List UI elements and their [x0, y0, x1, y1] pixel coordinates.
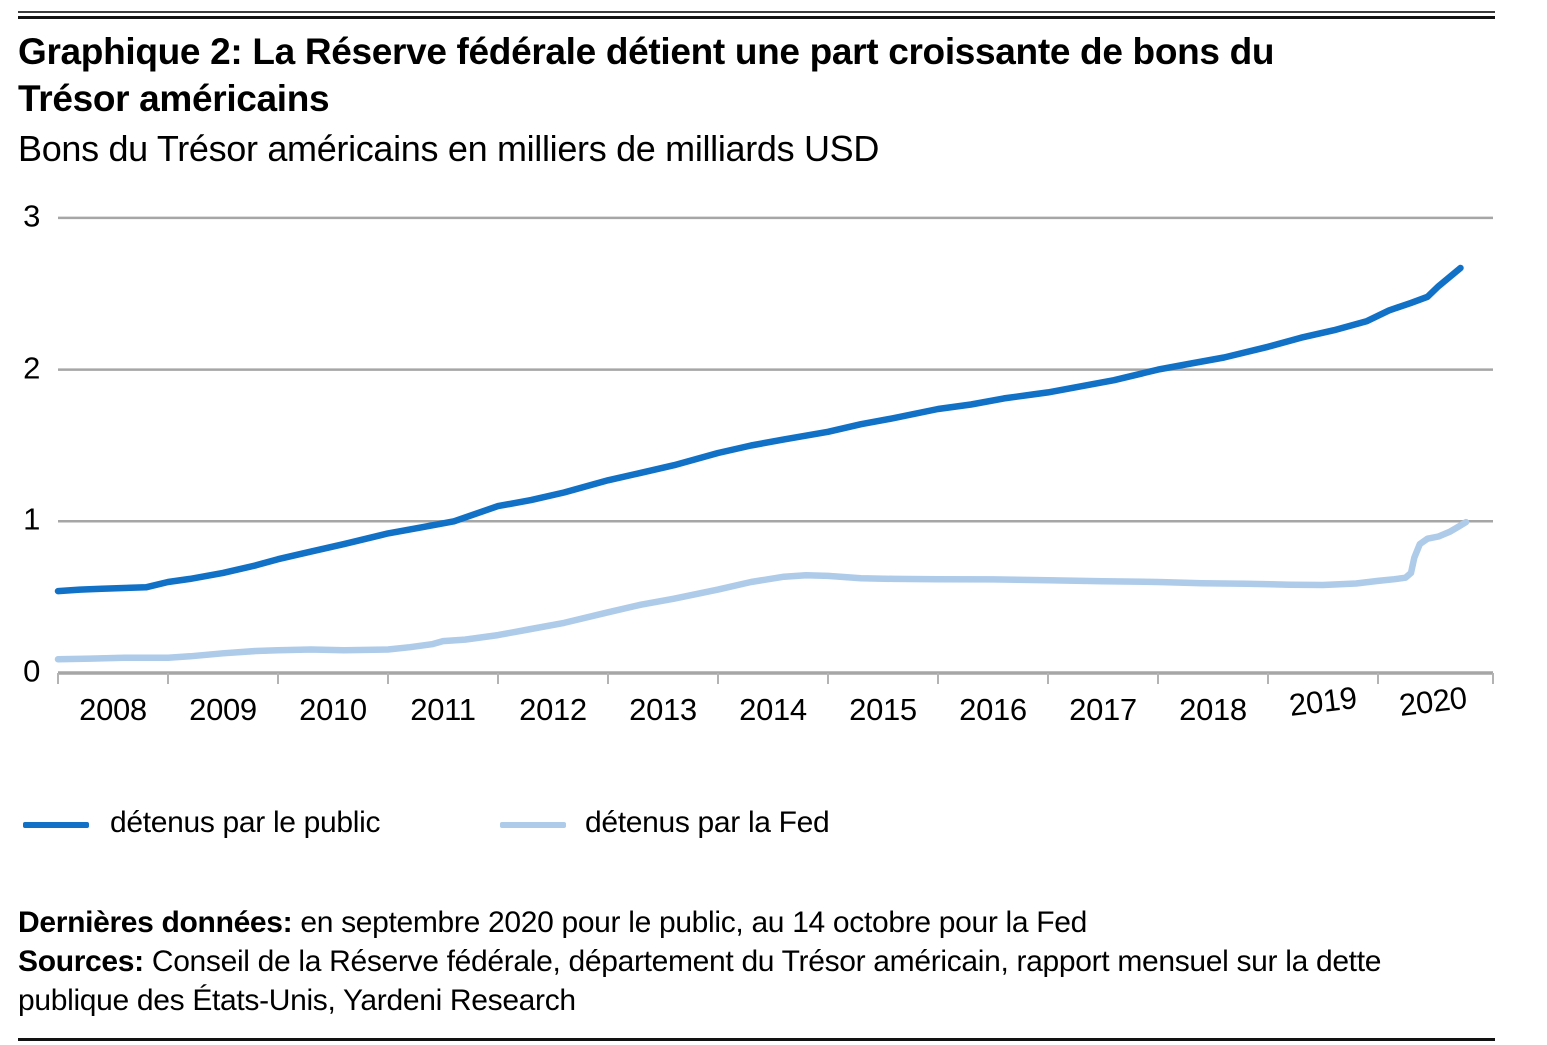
legend-swatch-fed [500, 822, 566, 828]
legend-label-fed: détenus par la Fed [585, 806, 830, 839]
chart-title-line-1: Graphique 2: La Réserve fédérale détient… [18, 31, 1275, 72]
x-axis-label-2009: 2009 [189, 692, 257, 727]
x-axis-label-2016: 2016 [959, 692, 1027, 727]
chart-title: Graphique 2: La Réserve fédérale détient… [18, 28, 1275, 122]
y-axis-label-3: 3 [23, 198, 40, 234]
footnote-last-data: Dernières données: en septembre 2020 pou… [18, 903, 1473, 942]
footnote-sources: Sources: Conseil de la Réserve fédérale,… [18, 942, 1473, 1020]
x-axis-label-2020: 2020 [1397, 680, 1469, 723]
legend-label-public: détenus par le public [110, 806, 381, 839]
x-axis-label-2018: 2018 [1179, 692, 1247, 727]
x-axis-label-2017: 2017 [1069, 692, 1137, 727]
top-rule [18, 11, 1495, 19]
series-fed-line [54, 518, 1470, 663]
chart-title-line-2: Trésor américains [18, 78, 330, 119]
x-axis-label-2013: 2013 [629, 692, 697, 727]
x-axis-label-2008: 2008 [79, 692, 147, 727]
x-axis-label-2010: 2010 [299, 692, 367, 727]
footnote-sources-text: Conseil de la Réserve fédérale, départem… [18, 945, 1382, 1017]
x-axis-label-2012: 2012 [519, 692, 587, 727]
x-axis-label-2019: 2019 [1287, 680, 1359, 723]
x-axis-label-2014: 2014 [739, 692, 807, 727]
legend-swatch-public [23, 822, 89, 828]
x-axis-label-2011: 2011 [410, 692, 476, 727]
y-axis-label-2: 2 [23, 350, 40, 386]
footnote-last-data-text: en septembre 2020 pour le public, au 14 … [292, 906, 1088, 939]
footnotes: Dernières données: en septembre 2020 pou… [18, 903, 1473, 1020]
x-axis-label-2015: 2015 [849, 692, 917, 727]
series-public-line [54, 264, 1464, 595]
y-axis-label-0: 0 [23, 653, 40, 689]
bottom-rule [18, 1038, 1495, 1041]
y-axis-label-1: 1 [23, 501, 40, 537]
footnote-last-data-label: Dernières données: [18, 906, 293, 939]
footnote-sources-label: Sources: [18, 945, 144, 978]
chart-subtitle: Bons du Trésor américains en milliers de… [18, 128, 880, 169]
